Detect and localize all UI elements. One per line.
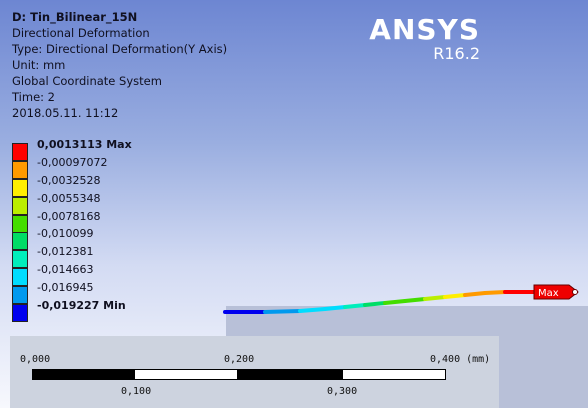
scale-label-0: 0,000: [20, 354, 51, 365]
legend-swatch: [12, 268, 28, 287]
legend-label: -0,0078168: [37, 209, 101, 223]
beam-segment: [343, 303, 367, 309]
deformed-beam: [223, 290, 537, 314]
ansys-version: R16.2: [433, 44, 480, 63]
scale-segment-1: [32, 369, 134, 380]
legend-label: -0,0032528: [37, 173, 101, 187]
beam-segment: [443, 293, 467, 299]
scale-label-100: 0,100: [121, 386, 152, 397]
max-probe-label: Max: [538, 288, 559, 299]
result-unit: Unit: mm: [12, 58, 66, 72]
result-timestamp: 2018.05.11. 11:12: [12, 106, 119, 120]
beam-segment: [423, 295, 447, 301]
max-probe[interactable]: Max: [533, 284, 579, 300]
legend-swatch: [12, 196, 28, 215]
ansys-brand: ANSYS: [369, 13, 480, 46]
scale-label-300: 0,300: [327, 386, 358, 397]
legend-label: -0,010099: [37, 227, 94, 241]
legend-swatch: [12, 250, 28, 269]
scale-label-200: 0,200: [224, 354, 255, 365]
beam-segment: [323, 305, 347, 311]
result-type: Directional Deformation: [12, 26, 150, 40]
result-subtype: Type: Directional Deformation(Y Axis): [12, 42, 228, 56]
max-probe-point: [572, 289, 578, 295]
legend-label: -0,012381: [37, 245, 94, 259]
legend-label: 0,0013113 Max: [37, 138, 132, 151]
legend-label: -0,016945: [37, 281, 94, 295]
scale-segment-2: [134, 369, 238, 380]
legend-label: -0,014663: [37, 263, 94, 277]
result-time: Time: 2: [12, 90, 55, 104]
legend-swatch: [12, 304, 28, 323]
result-info: D: Tin_Bilinear_15N Directional Deformat…: [12, 9, 227, 121]
scale-segment-4: [342, 369, 446, 380]
beam-segment: [463, 291, 487, 297]
legend-label: -0,019227 Min: [37, 299, 126, 313]
scale-segment-3: [238, 369, 342, 380]
beam-segment: [263, 309, 302, 314]
beam-segment: [363, 301, 387, 307]
beam-segment: [298, 307, 327, 313]
legend-swatch: [12, 286, 28, 305]
beam-segment: [483, 290, 507, 295]
scale-ruler: 0,000 0,200 0,400 (mm) 0,100 0,300: [10, 336, 499, 408]
result-title: D: Tin_Bilinear_15N: [12, 10, 138, 24]
coordinate-system: Global Coordinate System: [12, 74, 162, 88]
legend-swatch: [12, 160, 28, 179]
beam-segment: [403, 297, 427, 303]
max-probe-flag: [533, 284, 579, 300]
scale-label-400: 0,400 (mm): [430, 354, 491, 365]
legend-swatch: [12, 214, 28, 233]
legend-swatch: [12, 143, 28, 161]
legend-label: -0,0055348: [37, 191, 101, 205]
legend-swatch: [12, 232, 28, 251]
legend-label: -0,00097072: [37, 155, 108, 169]
legend-swatch: [12, 178, 28, 197]
beam-segment: [383, 299, 407, 305]
ansys-logo: ANSYS R16.2: [369, 14, 480, 62]
